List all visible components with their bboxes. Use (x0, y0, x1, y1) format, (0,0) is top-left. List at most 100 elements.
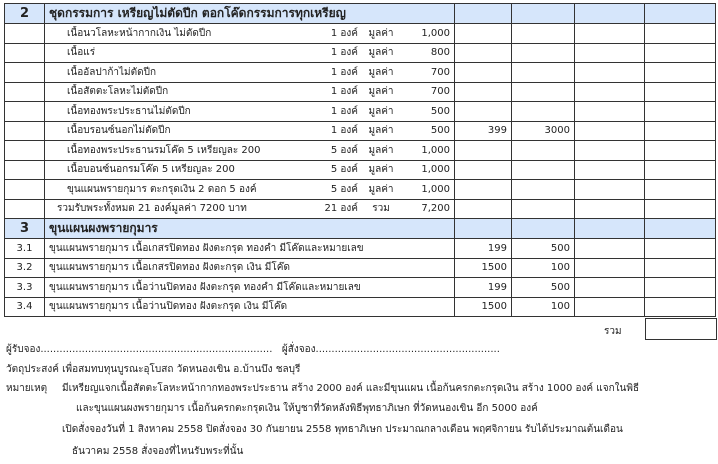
item-qty: 1 องค์ (330, 125, 358, 137)
item-cell: เนื้อสัตตะโลหะไม่ตัดปีก 1 องค์ มูลค่า 70… (44, 81, 455, 102)
item-cell: เนื้อนวโลหะหน้ากากเงิน ไม่ตัดปีก 1 องค์ … (44, 23, 455, 44)
table-row: เนื้อแร่ 1 องค์ มูลค่า 800 (4, 42, 716, 63)
count-cell (454, 23, 512, 44)
order-amount-cell[interactable] (644, 238, 716, 259)
row-number (4, 42, 45, 63)
order-amount-cell[interactable] (644, 140, 716, 161)
total-qty: 21 องค์ (324, 203, 358, 215)
item-cell: เนื้อทองพระประธานไม่ตัดปีก 1 องค์ มูลค่า… (44, 101, 455, 122)
price-cell (511, 101, 575, 122)
item-desc: เนื้อบอนซ์นอกรมโค๊ด 5 เหรียญละ 200 (67, 164, 235, 176)
price-cell (511, 42, 575, 63)
signature-line: ผู้รับจอง...............................… (6, 342, 500, 357)
item-cell: เนื้อแร่ 1 องค์ มูลค่า 800 (44, 42, 455, 63)
order-qty-cell[interactable] (574, 23, 645, 44)
item-qty: 1 องค์ (330, 47, 358, 59)
count-cell: 1500 (454, 257, 512, 278)
order-qty-cell[interactable] (574, 296, 645, 317)
order-amount-cell[interactable] (644, 42, 716, 63)
item-desc: เนื้อนวโลหะหน้ากากเงิน ไม่ตัดปีก (67, 27, 212, 39)
price-cell: 500 (511, 277, 575, 298)
order-qty-cell[interactable] (574, 120, 645, 141)
item-desc: ขุนแผนพรายกุมาร ตะกรุดเงิน 2 ดอก 5 องค์ (67, 183, 257, 195)
row-number (4, 81, 45, 102)
order-qty-cell[interactable] (574, 42, 645, 63)
row-number (4, 159, 45, 180)
price-cell (511, 62, 575, 83)
item-cell: เนื้อทองพระประธานรมโค๊ด 5 เหรียญละ 200 5… (44, 140, 455, 161)
price-cell: 3000 (511, 120, 575, 141)
order-amount-cell[interactable] (644, 179, 716, 200)
note-line: มีเหรียญแจกเนื้อสัตตะโลหะหน้ากากทองพระปร… (62, 383, 640, 394)
receiver-field[interactable]: ผู้รับจอง...............................… (6, 344, 273, 355)
item-qty: 1 องค์ (330, 86, 358, 98)
price-cell: 100 (511, 257, 575, 278)
total-value: 7,200 (421, 203, 450, 215)
row-number (4, 120, 45, 141)
total-desc: รวมรับพระทั้งหมด 21 องค์มูลค่า 7200 บาท (57, 203, 247, 215)
item-unit: มูลค่า (368, 125, 394, 137)
order-amount-cell[interactable] (644, 159, 716, 180)
row-number: 3.3 (4, 277, 45, 298)
item-qty: 1 องค์ (330, 27, 358, 39)
order-qty-cell[interactable] (574, 179, 645, 200)
order-qty-cell[interactable] (574, 140, 645, 161)
order-qty-cell[interactable] (574, 238, 645, 259)
sum-label: รวม (604, 326, 622, 337)
item-value: 800 (430, 47, 450, 59)
order-qty-cell[interactable] (574, 62, 645, 83)
item-value: 1,000 (421, 144, 450, 156)
order-amount-cell[interactable] (644, 120, 716, 141)
item-value: 700 (430, 66, 450, 78)
section-title: ชุดกรรมการ เหรียญไม่ตัดปีก ตอกโค๊ดกรรมกา… (44, 3, 455, 24)
price-cell (511, 140, 575, 161)
orderer-field[interactable]: ผู้สั่งจอง..............................… (281, 344, 500, 355)
order-qty-cell[interactable] (574, 81, 645, 102)
item-value: 1,000 (421, 27, 450, 39)
item-desc: เนื้อสัตตะโลหะไม่ตัดปีก (67, 86, 169, 98)
order-amount-cell[interactable] (644, 296, 716, 317)
row-number: 3.4 (4, 296, 45, 317)
price-cell (511, 159, 575, 180)
order-amount-cell[interactable] (644, 23, 716, 44)
row-number (4, 140, 45, 161)
item-qty: 5 องค์ (330, 183, 358, 195)
section-number: 2 (4, 3, 45, 24)
count-cell (454, 81, 512, 102)
sum-input[interactable] (645, 318, 717, 340)
table-row: ขุนแผนพรายกุมาร ตะกรุดเงิน 2 ดอก 5 องค์ … (4, 179, 716, 200)
table-row: 3.2 ขุนแผนพรายกุมาร เนื้อเกสรปิดทอง ฝังต… (4, 257, 716, 278)
order-qty-cell[interactable] (574, 159, 645, 180)
row-number: 3.1 (4, 238, 45, 259)
order-qty-cell[interactable] (574, 257, 645, 278)
order-amount-cell[interactable] (644, 277, 716, 298)
order-amount-cell[interactable] (644, 62, 716, 83)
section-number: 3 (4, 218, 45, 239)
item-value: 500 (430, 125, 450, 137)
row-number (4, 179, 45, 200)
item-desc: ขุนแผนพรายกุมาร เนื้อว่านปิดทอง ฝังตะกรุ… (44, 296, 455, 317)
count-cell: 199 (454, 277, 512, 298)
note-label: หมายเหตุ (6, 383, 48, 394)
price-cell: 500 (511, 238, 575, 259)
purpose-text: วัตถุประสงค์ เพื่อสมทบทุนบูรณะอุโบสถ วัด… (6, 364, 301, 375)
order-qty-cell[interactable] (574, 277, 645, 298)
total-row: รวมรับพระทั้งหมด 21 องค์มูลค่า 7200 บาท … (4, 198, 716, 219)
item-unit: มูลค่า (368, 47, 394, 59)
order-table: 2 ชุดกรรมการ เหรียญไม่ตัดปีก ตอกโค๊ดกรรม… (4, 3, 716, 317)
item-unit: มูลค่า (368, 105, 394, 117)
note-line: เปิดสั่งจองวันที่ 1 สิงหาคม 2558 ปิดสั่ง… (62, 424, 623, 435)
order-qty-cell[interactable] (574, 101, 645, 122)
order-amount-cell[interactable] (644, 101, 716, 122)
item-qty: 5 องค์ (330, 164, 358, 176)
item-desc: ขุนแผนพรายกุมาร เนื้อเกสรปิดทอง ฝังตะกรุ… (44, 238, 455, 259)
item-unit: มูลค่า (368, 144, 394, 156)
table-row: เนื้อทองพระประธานรมโค๊ด 5 เหรียญละ 200 5… (4, 140, 716, 161)
item-value: 1,000 (421, 164, 450, 176)
item-unit: มูลค่า (368, 27, 394, 39)
table-row: 3.1 ขุนแผนพรายกุมาร เนื้อเกสรปิดทอง ฝังต… (4, 238, 716, 259)
total-cell: รวมรับพระทั้งหมด 21 องค์มูลค่า 7200 บาท … (44, 198, 455, 219)
order-amount-cell[interactable] (644, 81, 716, 102)
item-qty: 1 องค์ (330, 105, 358, 117)
order-amount-cell[interactable] (644, 257, 716, 278)
